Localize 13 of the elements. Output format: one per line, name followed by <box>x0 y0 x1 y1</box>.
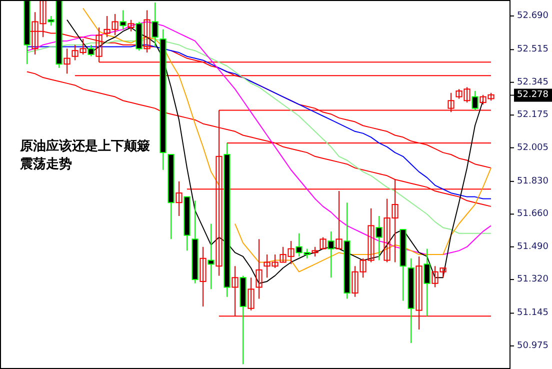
y-tick-label: 51.320 <box>517 274 549 285</box>
y-tick-label: 50.975 <box>517 340 548 351</box>
y-tick-label: 52.005 <box>517 142 548 153</box>
y-tick-label: 52.690 <box>517 10 549 21</box>
y-tick-label: 51.660 <box>517 209 549 220</box>
y-tick-label: 51.145 <box>517 308 548 318</box>
y-tick-label: 51.830 <box>517 176 549 186</box>
y-tick-label: 52.345 <box>517 77 548 88</box>
y-tick-label: 52.515 <box>517 44 548 55</box>
y-tick-label: 51.490 <box>517 242 549 252</box>
annotation: 原油应该还是上下颠簸震荡走势 <box>20 138 150 171</box>
y-tick-label: 52.175 <box>517 110 548 120</box>
ref-line-label: 52.278 <box>517 90 549 100</box>
